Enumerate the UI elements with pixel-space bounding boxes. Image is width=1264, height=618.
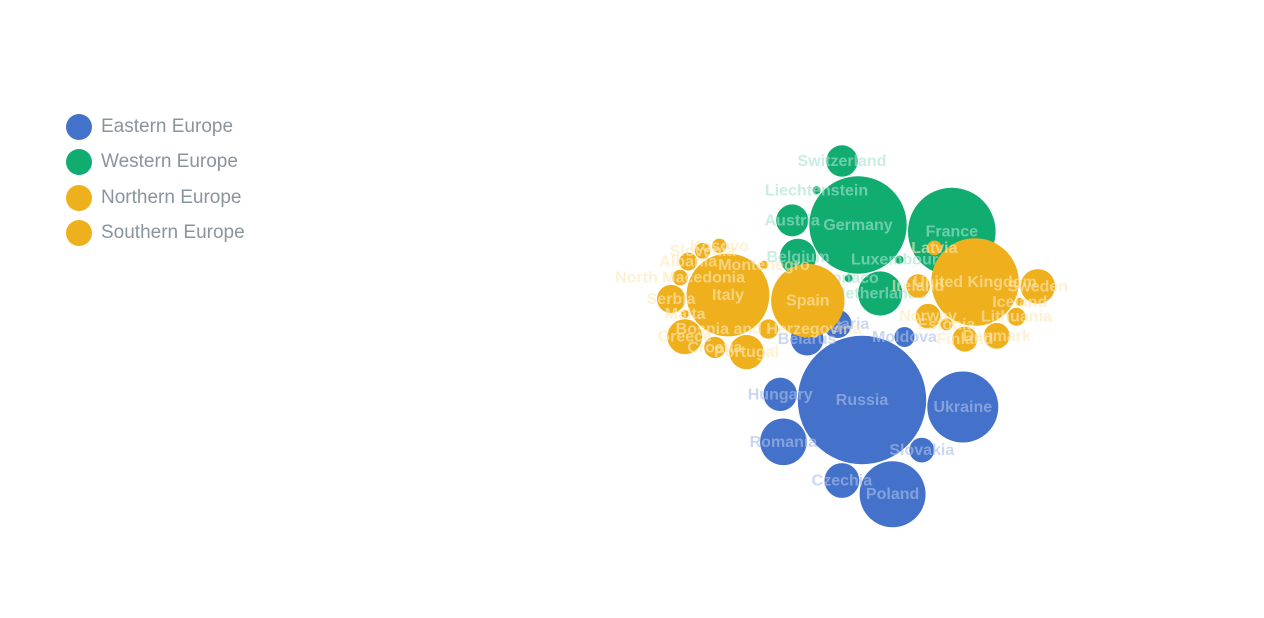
bubble-label-spain: Spain [786, 293, 830, 310]
bubble-label-slovakia: Slovakia [889, 442, 954, 459]
bubble-ukraine[interactable] [927, 371, 999, 443]
bubble-label-north-macedonia: North Macedonia [615, 270, 745, 287]
bubble-label-austria: Austria [765, 212, 820, 229]
bubble-czechia[interactable] [824, 463, 860, 498]
bubble-label-estonia: Estonia [918, 316, 976, 333]
legend-item-western-europe[interactable]: Western Europe [66, 145, 245, 181]
bubble-label-belarus: Belarus [778, 331, 837, 348]
bubble-label-ireland: Ireland [892, 278, 944, 295]
bubble-label-united-kingdom: United Kingdom [913, 274, 1037, 291]
bubble-label-belgium: Belgium [766, 249, 829, 266]
bubble-label-finland: Finland [936, 331, 993, 348]
bubble-united-kingdom[interactable] [931, 238, 1019, 326]
bubble-greece[interactable] [667, 319, 703, 355]
bubble-malta[interactable] [681, 310, 690, 319]
series-eastern-europe: Russia Ukraine Poland Romania Czechia Hungary… [748, 309, 999, 528]
bubble-norway[interactable] [915, 303, 941, 329]
bubble-hungary[interactable] [763, 377, 797, 411]
bubble-label-ukraine: Ukraine [933, 399, 992, 416]
bubble-label-norway: Norway [899, 308, 957, 325]
legend-swatch-northern-europe [66, 184, 92, 211]
bubble-albania[interactable] [679, 252, 698, 271]
bubble-romania[interactable] [760, 418, 807, 466]
bubble-bosnia-and-herzegovina[interactable] [758, 319, 779, 339]
bubble-liechtenstein[interactable] [812, 186, 821, 195]
bubble-label-iceland: Iceland [992, 294, 1047, 311]
legend-item-eastern-europe[interactable]: Eastern Europe [66, 109, 245, 145]
bubble-label-lithuania: Lithuania [981, 309, 1052, 326]
bubble-label-moldova: Moldova [872, 329, 937, 346]
legend-label-southern-europe: Southern Europe [101, 222, 245, 244]
bubble-italy[interactable] [686, 253, 770, 337]
bubble-netherlands[interactable] [858, 271, 903, 316]
bubble-label-germany: Germany [823, 217, 892, 234]
bubble-germany[interactable] [809, 176, 907, 274]
bubble-finland[interactable] [952, 326, 978, 352]
bubble-label-france: France [926, 224, 979, 241]
bubble-label-sweden: Sweden [1008, 278, 1068, 295]
bubble-label-serbia: Serbia [647, 291, 696, 308]
legend-label-eastern-europe: Eastern Europe [101, 115, 234, 137]
legend-item-northern-europe[interactable]: Northern Europe [66, 180, 245, 216]
bubble-poland[interactable] [859, 461, 926, 528]
bubble-label-latvia: Latvia [911, 240, 957, 257]
bubble-estonia[interactable] [940, 318, 953, 331]
bubble-north-macedonia[interactable] [672, 269, 688, 286]
bubble-label-malta: Malta [665, 306, 706, 323]
chart-legend: Eastern Europe Western Europe Northern E… [66, 109, 245, 251]
bubble-label-bosnia-and-herzegovina: Bosnia and Herzegovina [676, 321, 862, 338]
series-western-europe: Germany France Netherlands Belgium Austria Sw… [765, 145, 996, 316]
bubble-label-netherlands: Netherlands [834, 286, 927, 303]
bubble-austria[interactable] [776, 204, 809, 237]
bubble-label-poland: Poland [866, 486, 919, 503]
bubble-ireland[interactable] [906, 274, 930, 298]
bubble-denmark[interactable] [983, 322, 1010, 349]
bubble-label-luxembourg: Luxembourg [851, 252, 948, 269]
legend-swatch-eastern-europe [66, 113, 92, 140]
bubble-label-czechia: Czechia [812, 473, 873, 490]
bubble-spain[interactable] [771, 263, 845, 338]
bubble-label-greece: Greece [658, 329, 712, 346]
bubble-label-kosovo: Kosovo [690, 238, 749, 255]
bubble-label-liechtenstein: Liechtenstein [765, 182, 868, 199]
bubble-lithuania[interactable] [1007, 307, 1026, 326]
bubble-latvia[interactable] [927, 240, 942, 256]
bubble-label-romania: Romania [750, 434, 818, 451]
legend-label-western-europe: Western Europe [101, 151, 238, 173]
bubble-label-croatia: Croatia [687, 339, 742, 356]
bubble-label-denmark: Denmark [962, 328, 1031, 345]
legend-swatch-southern-europe [66, 220, 92, 247]
bubble-montenegro[interactable] [759, 260, 769, 269]
bubble-sweden[interactable] [1020, 269, 1056, 304]
bubble-label-russia: Russia [836, 392, 889, 409]
bubble-label-slovenia: Slovenia [670, 243, 736, 260]
bubble-label-hungary: Hungary [748, 386, 813, 403]
legend-label-northern-europe: Northern Europe [101, 186, 242, 208]
bubble-monaco[interactable] [844, 274, 853, 283]
bubble-moldova[interactable] [894, 327, 915, 347]
bubble-iceland[interactable] [1015, 297, 1024, 306]
bubble-label-montenegro: Montenegro [718, 257, 810, 274]
bubble-croatia[interactable] [704, 336, 726, 359]
bubble-slovakia[interactable] [909, 437, 935, 463]
bubble-label-portugal: Portugal [714, 344, 779, 361]
legend-item-southern-europe[interactable]: Southern Europe [66, 216, 245, 252]
bubble-label-switzerland: Switzerland [798, 153, 887, 170]
bubble-luxembourg[interactable] [895, 255, 904, 264]
bubble-label-italy: Italy [712, 287, 744, 304]
legend-swatch-western-europe [66, 149, 92, 176]
bubble-serbia[interactable] [657, 284, 686, 314]
bubble-portugal[interactable] [729, 334, 764, 370]
bubble-switzerland[interactable] [826, 145, 858, 177]
bubble-russia[interactable] [797, 335, 927, 465]
bubble-label-albania: Albania [659, 254, 717, 271]
bubble-kosovo[interactable] [712, 238, 727, 253]
bubble-slovenia[interactable] [694, 243, 711, 259]
